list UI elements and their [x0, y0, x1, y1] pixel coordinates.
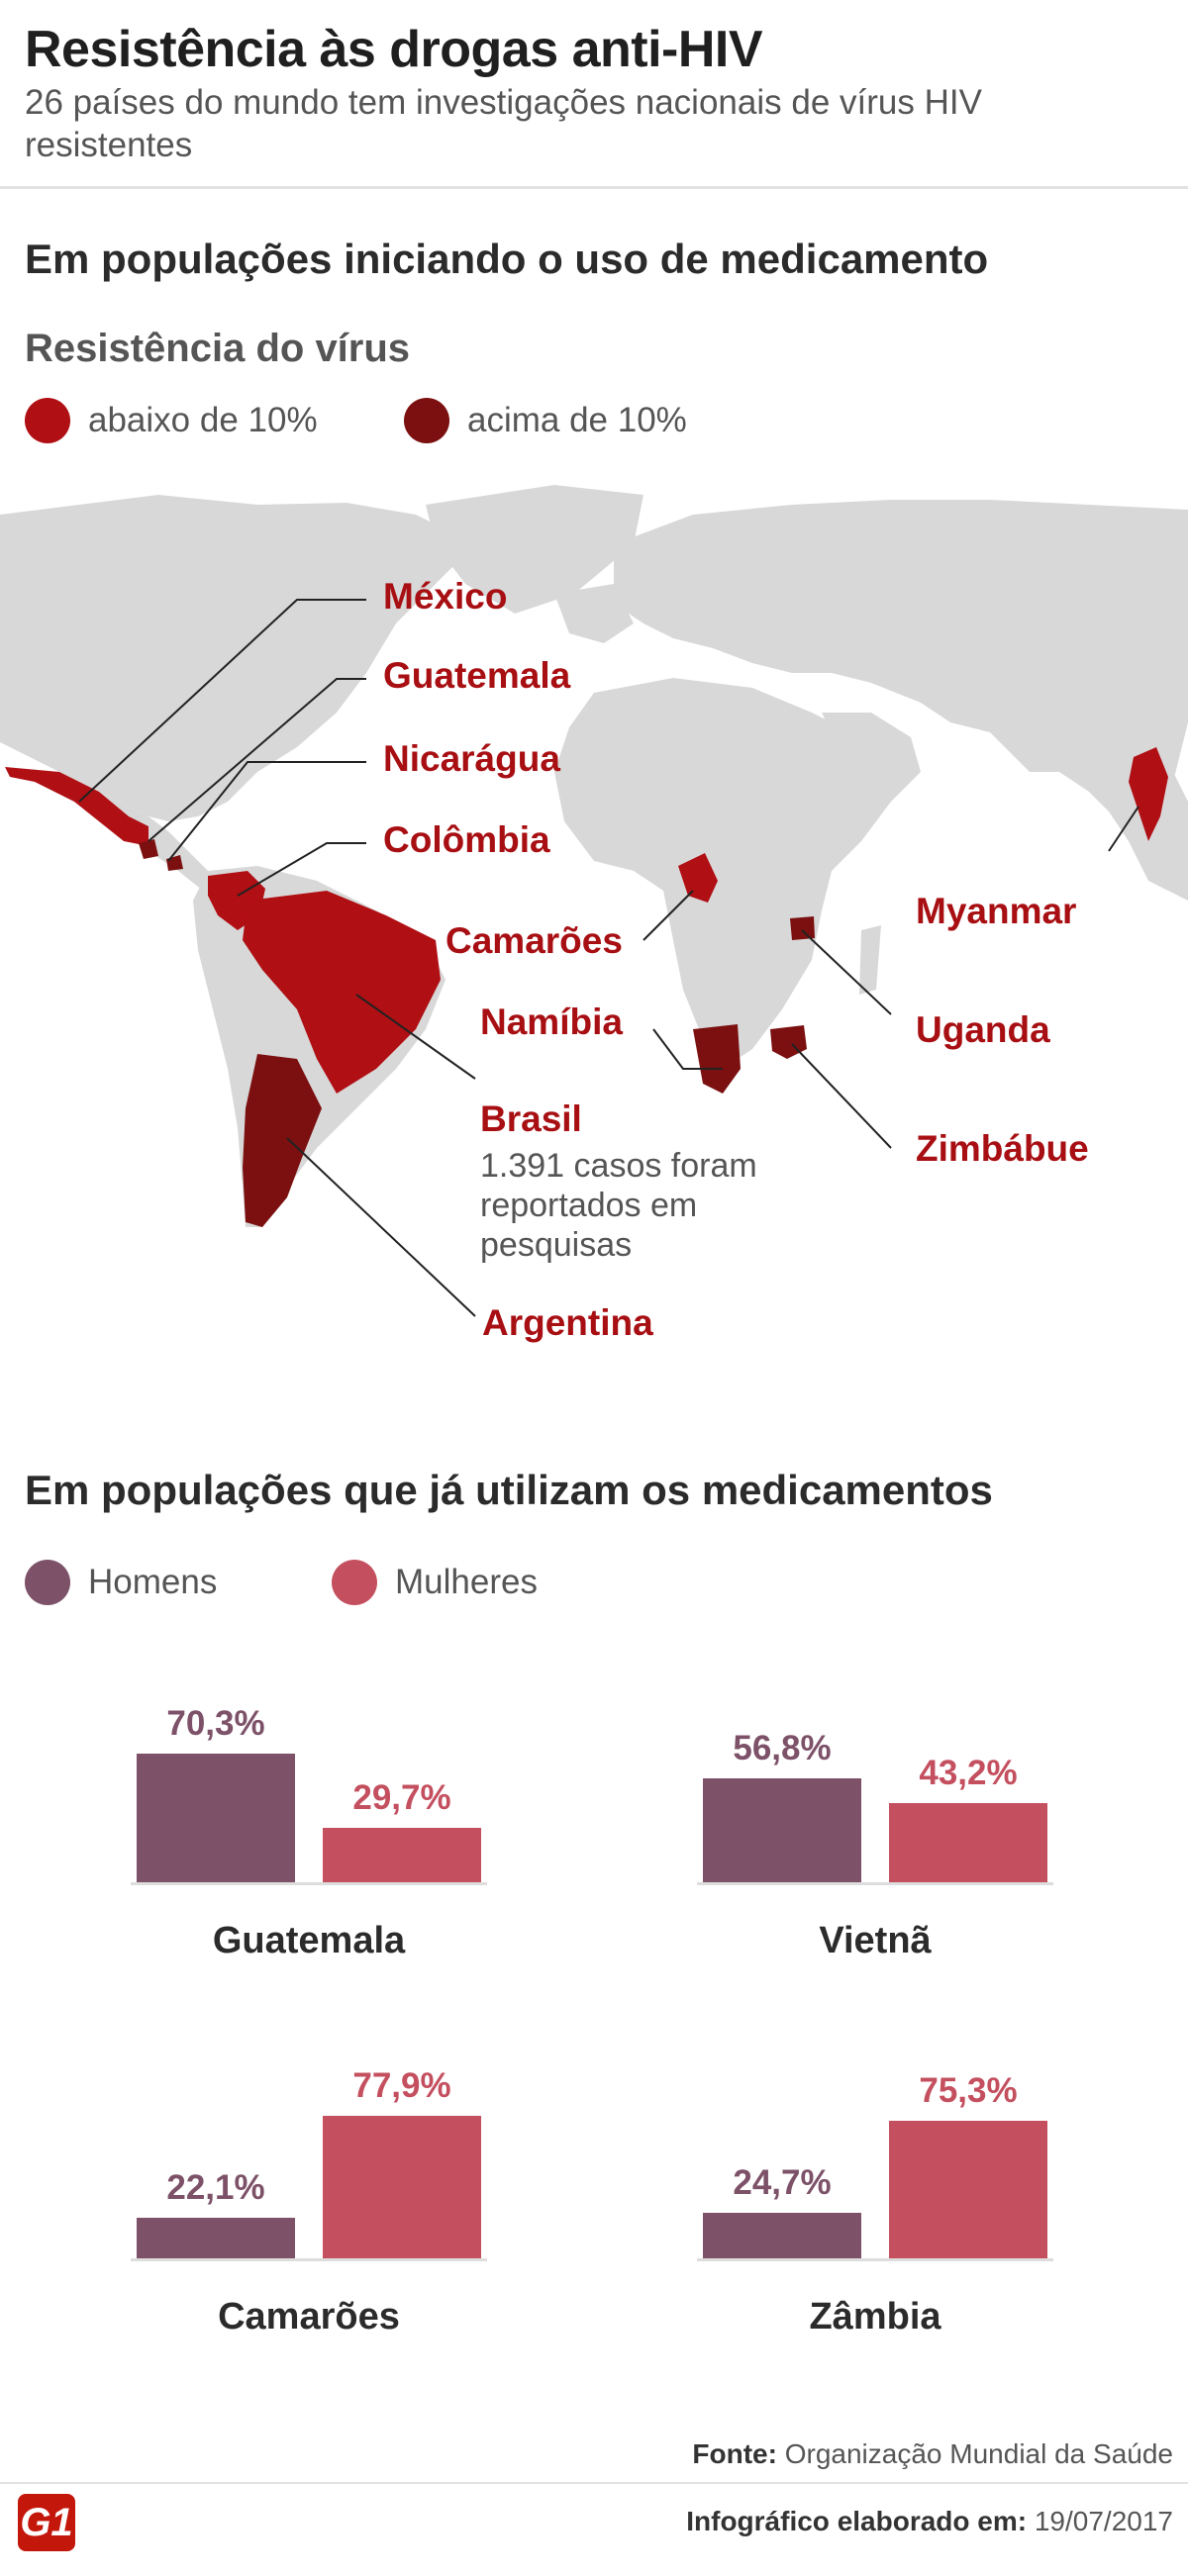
- legend-label-homens: Homens: [88, 1563, 218, 1601]
- country-label-guatemala: Guatemala: [212, 1920, 406, 1961]
- map-label-guatemala: Guatemala: [383, 655, 571, 696]
- map-highlights: [5, 747, 1168, 1227]
- legend-label-above-10: acima de 10%: [467, 401, 687, 439]
- baseline-vietna: [697, 1882, 1053, 1885]
- map-label-camaroes: Camarões: [446, 920, 623, 961]
- legend-dot-below-10: [25, 398, 70, 443]
- legend-label-below-10: abaixo de 10%: [88, 401, 318, 439]
- myanmar-shape: [1129, 747, 1168, 841]
- baseline-camaroes: [131, 2258, 487, 2261]
- bar-vietna-homens: [703, 1777, 861, 1882]
- header-divider: [0, 186, 1188, 189]
- legend-dot-mulheres: [332, 1560, 377, 1605]
- bar-label-zambia-homens: 24,7%: [733, 2163, 832, 2203]
- baseline-guatemala: [131, 1882, 487, 1885]
- date-text: 19/07/2017: [1034, 2506, 1173, 2536]
- leader-lines: [78, 599, 1139, 1317]
- legend-item-homens: Homens: [25, 1560, 217, 1605]
- map-note-brasil: 1.391 casos foram reportados em pesquisa…: [480, 1147, 757, 1264]
- bar-label-camaroes-mulheres: 77,9%: [352, 2065, 451, 2105]
- source-text: Organização Mundial da Saúde: [784, 2438, 1173, 2469]
- bar-guatemala-mulheres: [323, 1828, 481, 1882]
- country-label-zambia: Zâmbia: [809, 2296, 941, 2337]
- map-label-nicaragua: Nicarágua: [383, 738, 560, 779]
- map-label-zimbabue: Zimbábue: [916, 1128, 1089, 1169]
- bar-label-vietna-mulheres: 43,2%: [919, 1754, 1018, 1793]
- legend-item-below-10: abaixo de 10%: [25, 398, 318, 443]
- uganda-shape: [790, 916, 815, 940]
- brasil-shape: [243, 891, 441, 1094]
- source-label: Fonte:: [692, 2438, 777, 2469]
- date-line: Infográfico elaborado em: 19/07/2017: [686, 2506, 1173, 2537]
- map-label-myanmar: Myanmar: [916, 891, 1077, 931]
- country-label-vietna: Vietnã: [819, 1920, 932, 1961]
- map-label-argentina: Argentina: [482, 1302, 653, 1343]
- baseline-zambia: [697, 2258, 1053, 2261]
- bar-label-guatemala-mulheres: 29,7%: [352, 1778, 451, 1818]
- bar-zambia-mulheres: [889, 2120, 1047, 2258]
- mexico-shape: [5, 767, 148, 846]
- bar-guatemala-homens: [137, 1753, 295, 1882]
- map-label-colombia: Colômbia: [383, 819, 550, 860]
- bar-camaroes-homens: [137, 2218, 295, 2258]
- bar-label-zambia-mulheres: 75,3%: [919, 2070, 1018, 2110]
- page-title: Resistência às drogas anti-HIV: [25, 21, 763, 78]
- bar-label-camaroes-homens: 22,1%: [166, 2168, 265, 2208]
- section-heading-new-users: Em populações iniciando o uso de medicam…: [25, 236, 989, 282]
- legend-item-mulheres: Mulheres: [332, 1560, 538, 1605]
- argentina-shape: [243, 1054, 322, 1227]
- date-label: Infográfico elaborado em:: [686, 2506, 1028, 2536]
- bar-zambia-homens: [703, 2213, 861, 2258]
- resistance-legend-title: Resistência do vírus: [25, 327, 411, 370]
- legend-label-mulheres: Mulheres: [395, 1563, 538, 1601]
- namibia-shape: [693, 1024, 741, 1094]
- legend-dot-homens: [25, 1560, 70, 1605]
- bar-camaroes-mulheres: [323, 2115, 481, 2258]
- map-label-mexico: México: [383, 576, 508, 617]
- world-map: [0, 485, 1188, 1317]
- page-subtitle: 26 países do mundo tem investigações nac…: [25, 83, 982, 164]
- source-line: Fonte: Organização Mundial da Saúde: [692, 2438, 1173, 2470]
- legend-dot-above-10: [404, 398, 449, 443]
- country-label-camaroes: Camarões: [218, 2296, 400, 2337]
- map-label-namibia: Namíbia: [480, 1002, 623, 1042]
- footer-divider: [0, 2482, 1188, 2484]
- guatemala-shape: [139, 839, 158, 859]
- camaroes-shape: [678, 853, 718, 903]
- g1-logo: G1: [18, 2494, 75, 2551]
- bar-label-guatemala-homens: 70,3%: [166, 1703, 265, 1743]
- bar-vietna-mulheres: [889, 1803, 1047, 1882]
- bar-label-vietna-homens: 56,8%: [733, 1728, 832, 1767]
- section-heading-current-users: Em populações que já utilizam os medicam…: [25, 1467, 993, 1513]
- legend-item-above-10: acima de 10%: [404, 398, 687, 443]
- map-label-brasil: Brasil: [480, 1098, 582, 1139]
- map-label-uganda: Uganda: [916, 1009, 1050, 1050]
